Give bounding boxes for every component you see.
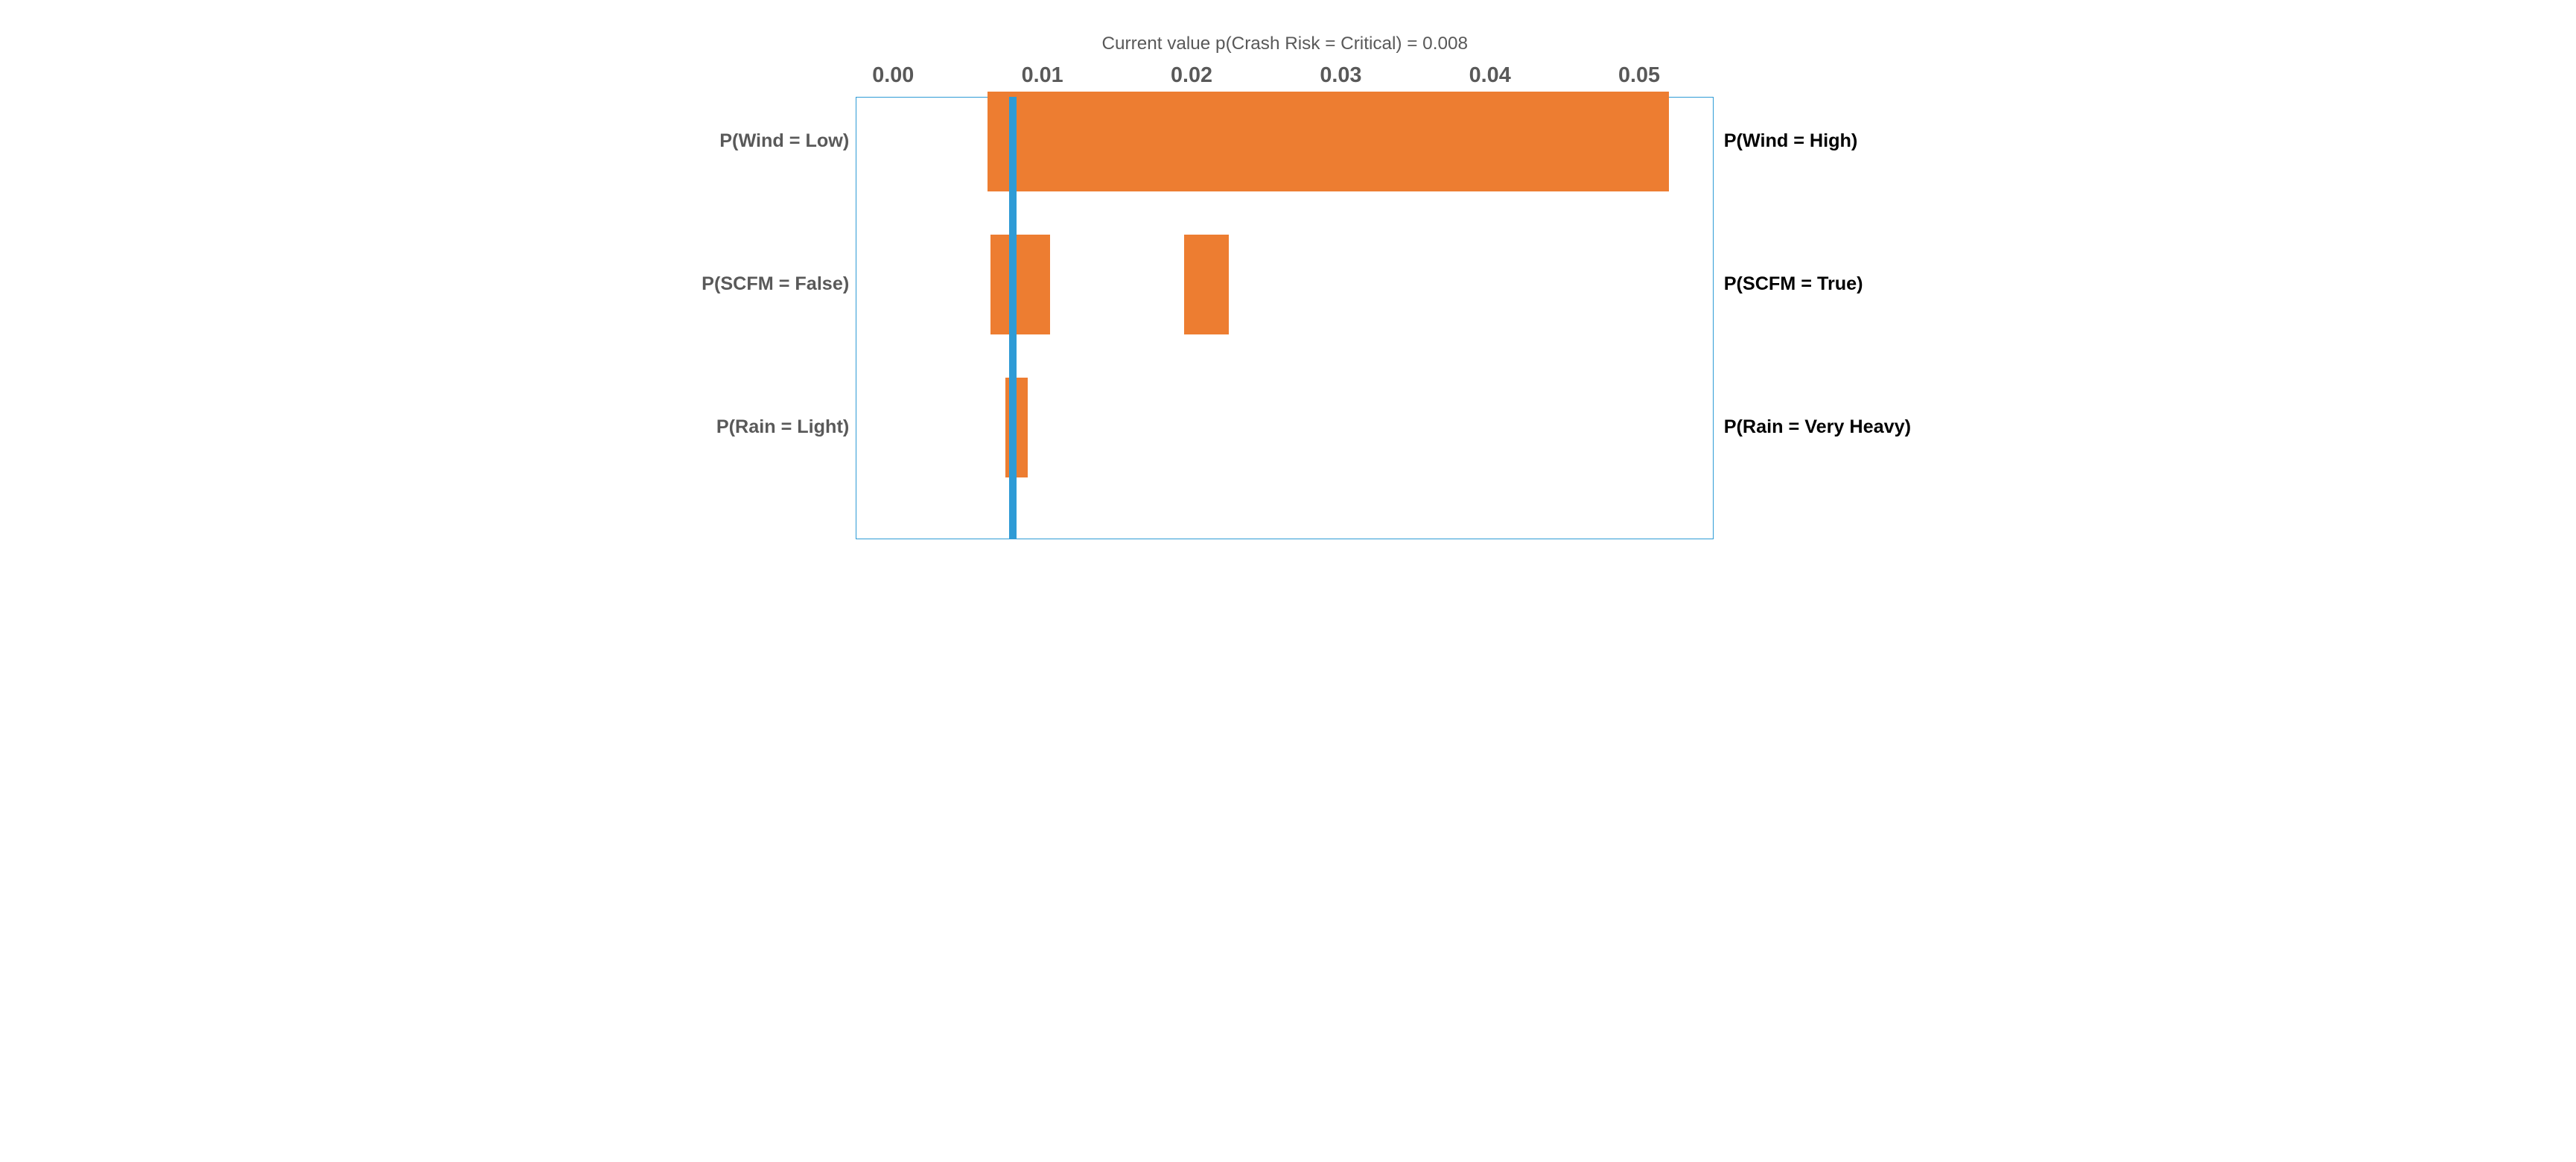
row-right-label: P(Rain = Very Heavy) [1724, 416, 1911, 438]
tornado-chart: Current value p(Crash Risk = Critical) =… [708, 30, 1868, 553]
chart-title: Current value p(Crash Risk = Critical) =… [856, 34, 1714, 54]
tornado-bar [988, 92, 1670, 191]
x-tick-label: 0.04 [1469, 63, 1511, 88]
tornado-bar-segment [1184, 235, 1229, 334]
row-left-label: P(SCFM = False) [702, 273, 849, 295]
x-tick-label: 0.01 [1022, 63, 1063, 88]
row-right-label: P(Wind = High) [1724, 130, 1858, 152]
row-right-label: P(SCFM = True) [1724, 273, 1863, 295]
tornado-bar [990, 235, 1050, 334]
x-tick-label: 0.03 [1320, 63, 1361, 88]
x-tick-label: 0.00 [872, 63, 914, 88]
row-left-label: P(Rain = Light) [716, 416, 849, 438]
baseline-line [1009, 97, 1017, 539]
x-tick-label: 0.05 [1618, 63, 1660, 88]
x-tick-label: 0.02 [1171, 63, 1212, 88]
row-left-label: P(Wind = Low) [719, 130, 849, 152]
